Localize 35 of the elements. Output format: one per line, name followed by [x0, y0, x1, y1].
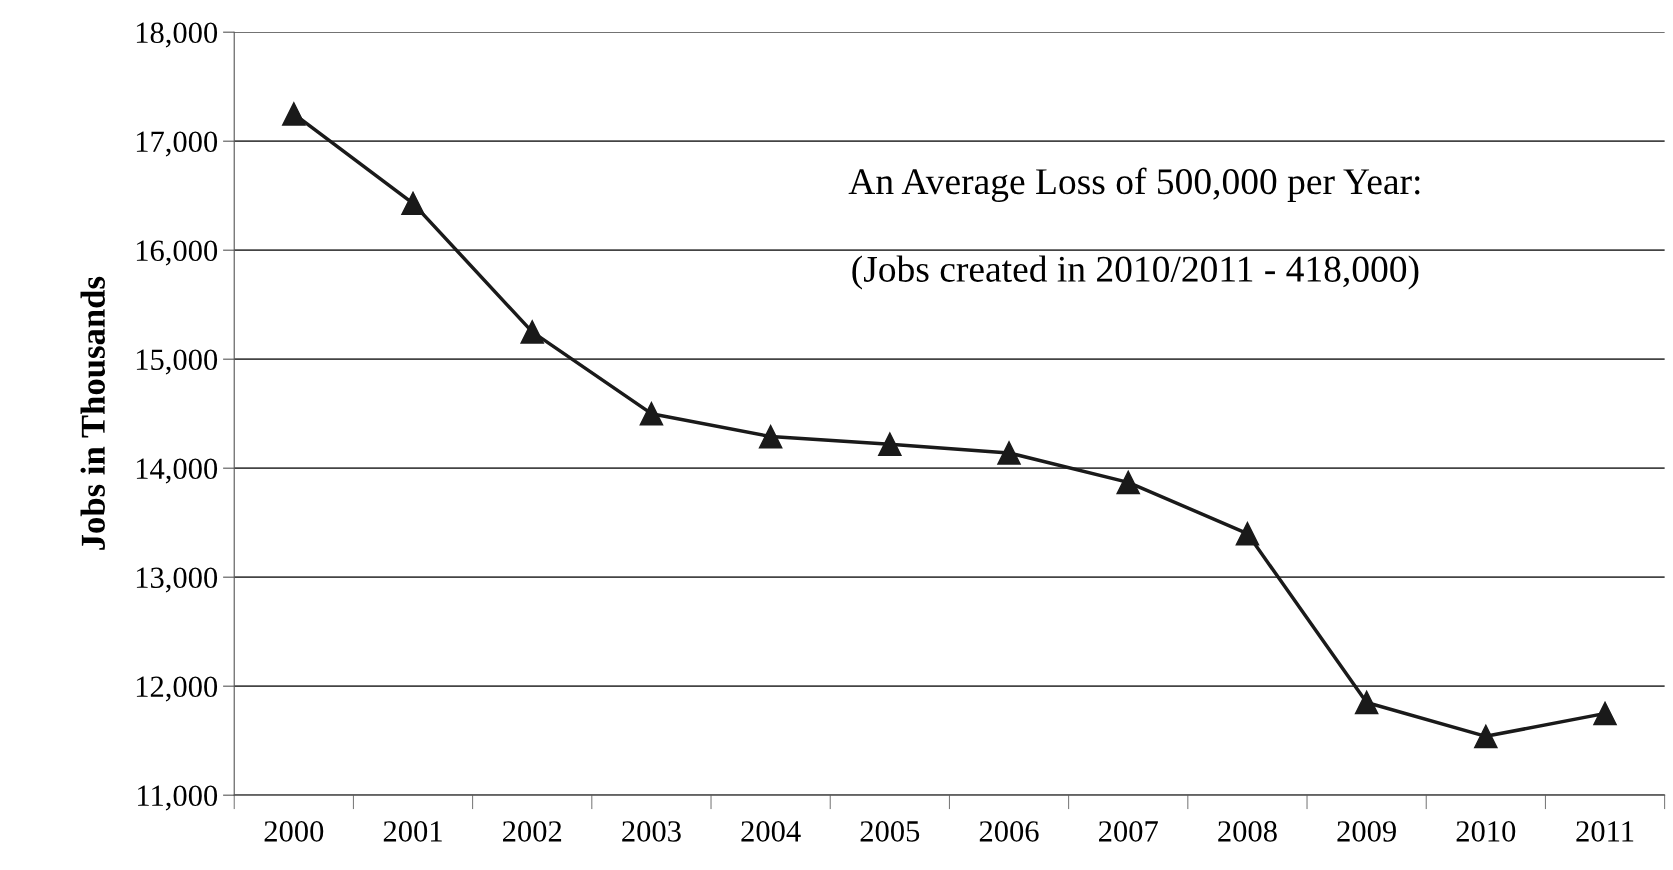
x-tick-label: 2009	[1337, 821, 1396, 842]
x-tick-label: 2000	[264, 821, 324, 842]
y-tick-label: 16,000	[136, 240, 218, 266]
y-axis-title: Jobs in Thousands	[80, 276, 106, 550]
x-tick-label: 2004	[741, 821, 801, 842]
y-tick-label: 18,000	[136, 22, 218, 48]
x-tick-label: 2010	[1456, 821, 1516, 842]
x-tick-label: 2011	[1576, 821, 1634, 842]
point	[1593, 701, 1617, 726]
x-tick-label: 2005	[860, 821, 920, 842]
x-tick-label: 2001	[383, 821, 442, 842]
y-tick-label: 14,000	[136, 458, 218, 484]
y-tick-label: 17,000	[136, 131, 218, 157]
point	[1235, 521, 1260, 546]
x-tick-label: 2008	[1218, 821, 1277, 842]
y-tick-label: 12,000	[136, 676, 218, 702]
point	[1474, 724, 1498, 749]
point	[878, 432, 902, 457]
annotation: (Jobs created in 2010/2011 - 418,000)	[852, 255, 1419, 290]
x-tick-label: 2002	[503, 821, 562, 842]
point	[520, 320, 545, 344]
point	[639, 401, 664, 426]
point	[401, 191, 425, 216]
y-tick-label: 11,000	[138, 785, 218, 811]
x-tick-label: 2006	[979, 821, 1039, 842]
point	[758, 424, 783, 449]
y-tick-label: 13,000	[136, 567, 218, 593]
x-tick-label: 2007	[1099, 821, 1158, 842]
y-tick-label: 15,000	[136, 349, 218, 375]
point	[282, 102, 306, 126]
x-tick-label: 2003	[622, 821, 681, 842]
annotation: An Average Loss of 500,000 per Year:	[848, 167, 1420, 203]
point	[997, 441, 1021, 465]
point	[1116, 470, 1141, 495]
point	[1354, 690, 1379, 715]
